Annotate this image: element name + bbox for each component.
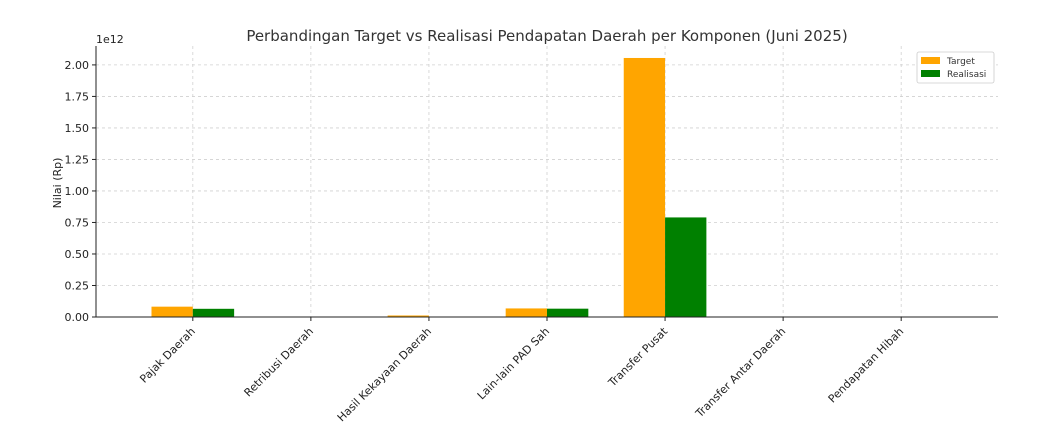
y-tick-label: 1.00 <box>65 185 90 198</box>
y-tick-label: 0.50 <box>65 248 90 261</box>
x-tick-label: Pendapatan Hibah <box>826 325 907 406</box>
axis-layer: 0.00 0.25 0.50 0.75 1.00 1.25 1.50 1.75 2.00 Paja… <box>65 46 998 424</box>
x-tick-label: Transfer Pusat <box>605 324 670 389</box>
y-tick-label: 2.00 <box>65 59 90 72</box>
y-offset-text: 1e12 <box>96 33 124 46</box>
x-tick-label: Lain-lain PAD Sah <box>475 325 552 402</box>
y-tick-label: 0.25 <box>65 279 90 292</box>
y-tick-label: 1.25 <box>65 153 90 166</box>
x-tick-label: Pajak Daerah <box>137 325 198 386</box>
y-axis-label: Nilai (Rp) <box>51 158 64 209</box>
bar-target <box>623 57 666 317</box>
bar-layer <box>151 57 707 317</box>
bar-target <box>387 315 429 317</box>
y-tick-label: 0.75 <box>65 216 90 229</box>
bar-realisasi <box>192 308 235 317</box>
chart-title: Perbandingan Target vs Realisasi Pendapa… <box>246 27 847 45</box>
grid-layer <box>96 46 998 318</box>
y-tick-label: 1.50 <box>65 122 90 135</box>
y-tick-label: 1.75 <box>65 90 90 103</box>
bar-realisasi <box>547 308 589 317</box>
legend: Target Realisasi <box>916 51 995 84</box>
legend-swatch-realisasi <box>921 70 940 77</box>
legend-swatch-target <box>921 57 940 64</box>
x-tick-label: Transfer Antar Daerah <box>692 325 788 421</box>
x-tick-label: Retribusi Daerah <box>242 325 316 399</box>
y-tick-label: 0.00 <box>65 311 90 324</box>
x-tick-label: Hasil Kekayaan Daerah <box>335 325 434 424</box>
bar-realisasi <box>665 217 707 317</box>
bar-target <box>505 308 547 317</box>
legend-label-target: Target <box>946 57 975 67</box>
bar-target <box>151 306 193 317</box>
legend-label-realisasi: Realisasi <box>947 70 986 80</box>
